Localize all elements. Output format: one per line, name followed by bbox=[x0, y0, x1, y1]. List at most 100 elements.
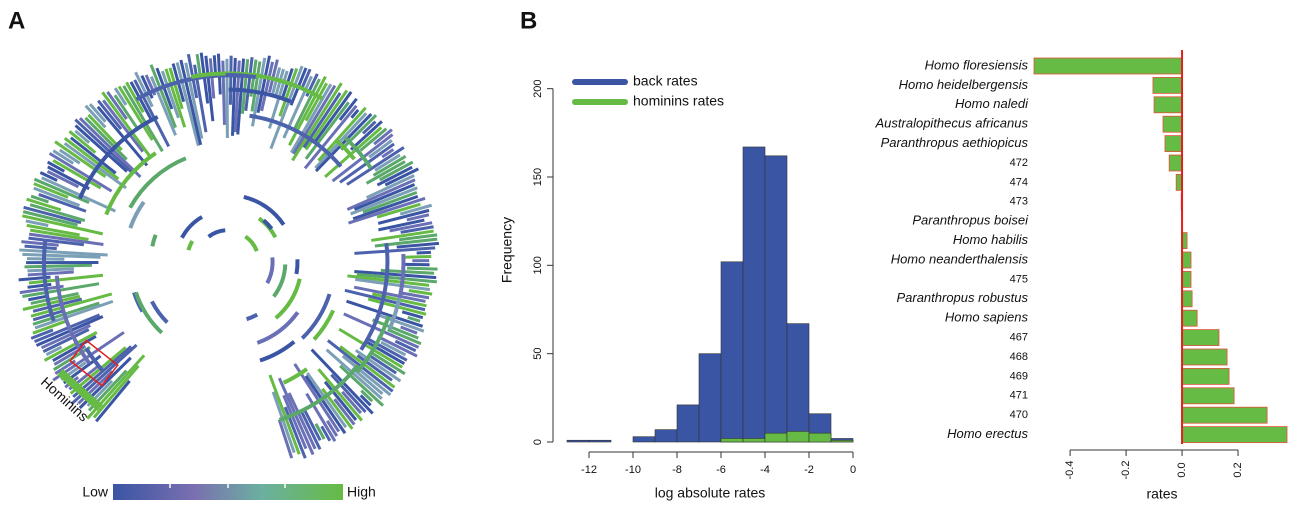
tree-branch bbox=[360, 389, 374, 403]
tree-branch bbox=[164, 68, 187, 128]
tree-branch bbox=[353, 285, 426, 303]
tree-branch bbox=[122, 85, 164, 153]
tree-branch bbox=[334, 138, 356, 161]
tree-branch bbox=[30, 291, 79, 305]
tree-branch bbox=[77, 115, 159, 200]
tree-branch bbox=[208, 58, 216, 99]
tree-branch bbox=[272, 264, 288, 298]
tree-branch bbox=[367, 353, 397, 375]
tree-branch bbox=[346, 178, 416, 211]
tree-branch bbox=[314, 423, 326, 440]
x-tick-label: -12 bbox=[581, 464, 597, 476]
tree-branch bbox=[24, 263, 92, 269]
category-label: Homo naledi bbox=[955, 96, 1029, 111]
tree-branch bbox=[150, 234, 158, 247]
tree-branch bbox=[399, 203, 433, 216]
category-label: 471 bbox=[1010, 390, 1028, 402]
tree-branch bbox=[92, 364, 140, 419]
tree-branch bbox=[402, 254, 432, 259]
tree-branch bbox=[184, 62, 204, 139]
tree-branch bbox=[373, 128, 393, 146]
tree-branch bbox=[346, 299, 424, 328]
tree-branch bbox=[400, 225, 434, 234]
tree-branch bbox=[320, 425, 332, 442]
bar bbox=[1181, 251, 1192, 269]
hist-bar bbox=[588, 439, 612, 443]
tree-branch bbox=[350, 108, 360, 119]
hist-bar bbox=[764, 155, 788, 443]
tree-branch bbox=[22, 210, 78, 227]
tree-branch bbox=[303, 104, 358, 170]
tree-branch bbox=[408, 289, 433, 296]
tree-branch bbox=[398, 290, 430, 300]
tree-branch bbox=[365, 340, 406, 365]
tree-branch bbox=[41, 176, 116, 213]
tree-branch bbox=[325, 348, 383, 400]
tree-branch bbox=[256, 311, 300, 345]
tree-branch bbox=[46, 160, 66, 173]
y-axis-label: Frequency bbox=[499, 217, 515, 283]
tree-branch bbox=[300, 68, 312, 90]
tree-branch bbox=[293, 78, 321, 130]
bar bbox=[1181, 426, 1288, 444]
legend-label: back rates bbox=[633, 73, 698, 89]
tree-branch bbox=[287, 392, 317, 450]
tree-branch bbox=[245, 312, 259, 322]
tree-branch bbox=[378, 218, 425, 232]
tree-branch bbox=[21, 214, 104, 236]
tree-branch bbox=[149, 64, 177, 129]
tree-branch bbox=[240, 59, 250, 114]
tree-branch bbox=[300, 411, 322, 450]
tree-branch bbox=[343, 136, 373, 170]
y-tick-label: 100 bbox=[532, 256, 544, 274]
tree-branch bbox=[362, 120, 377, 135]
tree-branch bbox=[277, 419, 294, 459]
tree-branch bbox=[140, 75, 154, 99]
tree-branch bbox=[304, 101, 350, 160]
bar bbox=[1033, 57, 1183, 75]
tree-branch bbox=[288, 75, 327, 146]
tree-branch bbox=[128, 156, 187, 209]
tree-branch bbox=[401, 310, 424, 320]
tree-branch bbox=[376, 165, 413, 187]
tree-branch bbox=[381, 148, 395, 159]
bar bbox=[1181, 348, 1228, 366]
tree-branch bbox=[348, 196, 426, 225]
tree-branch bbox=[45, 345, 63, 357]
tree-branch bbox=[305, 392, 337, 442]
tree-branch bbox=[22, 252, 101, 259]
tree-branch bbox=[349, 120, 383, 151]
tree-branch bbox=[340, 114, 378, 151]
tree-branch bbox=[33, 177, 90, 204]
bar bbox=[1181, 387, 1235, 405]
tree-branch bbox=[221, 60, 227, 125]
tree-branch bbox=[30, 328, 54, 340]
tree-branch bbox=[134, 71, 154, 108]
bar bbox=[1153, 96, 1183, 114]
tree-branch bbox=[231, 57, 237, 136]
tree-branch bbox=[330, 373, 367, 414]
tree-branch bbox=[95, 379, 131, 423]
tree-branch bbox=[74, 129, 91, 144]
tree-branch bbox=[290, 83, 333, 154]
tree-branch bbox=[29, 228, 89, 242]
tree-branch bbox=[32, 301, 100, 326]
tree-branch bbox=[244, 234, 259, 252]
tree-branch bbox=[228, 55, 233, 105]
category-label: 475 bbox=[1010, 273, 1028, 285]
tree-branch bbox=[317, 368, 363, 422]
tree-branch bbox=[387, 297, 402, 331]
y-tick-label: 0 bbox=[532, 439, 544, 445]
y-tick-label: 150 bbox=[532, 168, 544, 186]
tree-branch bbox=[265, 257, 275, 285]
bar bbox=[1181, 406, 1268, 424]
tree-branch bbox=[180, 215, 204, 239]
x-tick-label: 0.0 bbox=[1176, 462, 1188, 477]
tree-branch bbox=[344, 288, 426, 312]
tree-branch bbox=[78, 117, 142, 179]
tree-branch bbox=[125, 81, 145, 113]
panel-label: B bbox=[520, 7, 537, 34]
tree-branch bbox=[84, 116, 128, 161]
bar bbox=[1162, 115, 1183, 133]
tree-branch bbox=[262, 218, 274, 231]
